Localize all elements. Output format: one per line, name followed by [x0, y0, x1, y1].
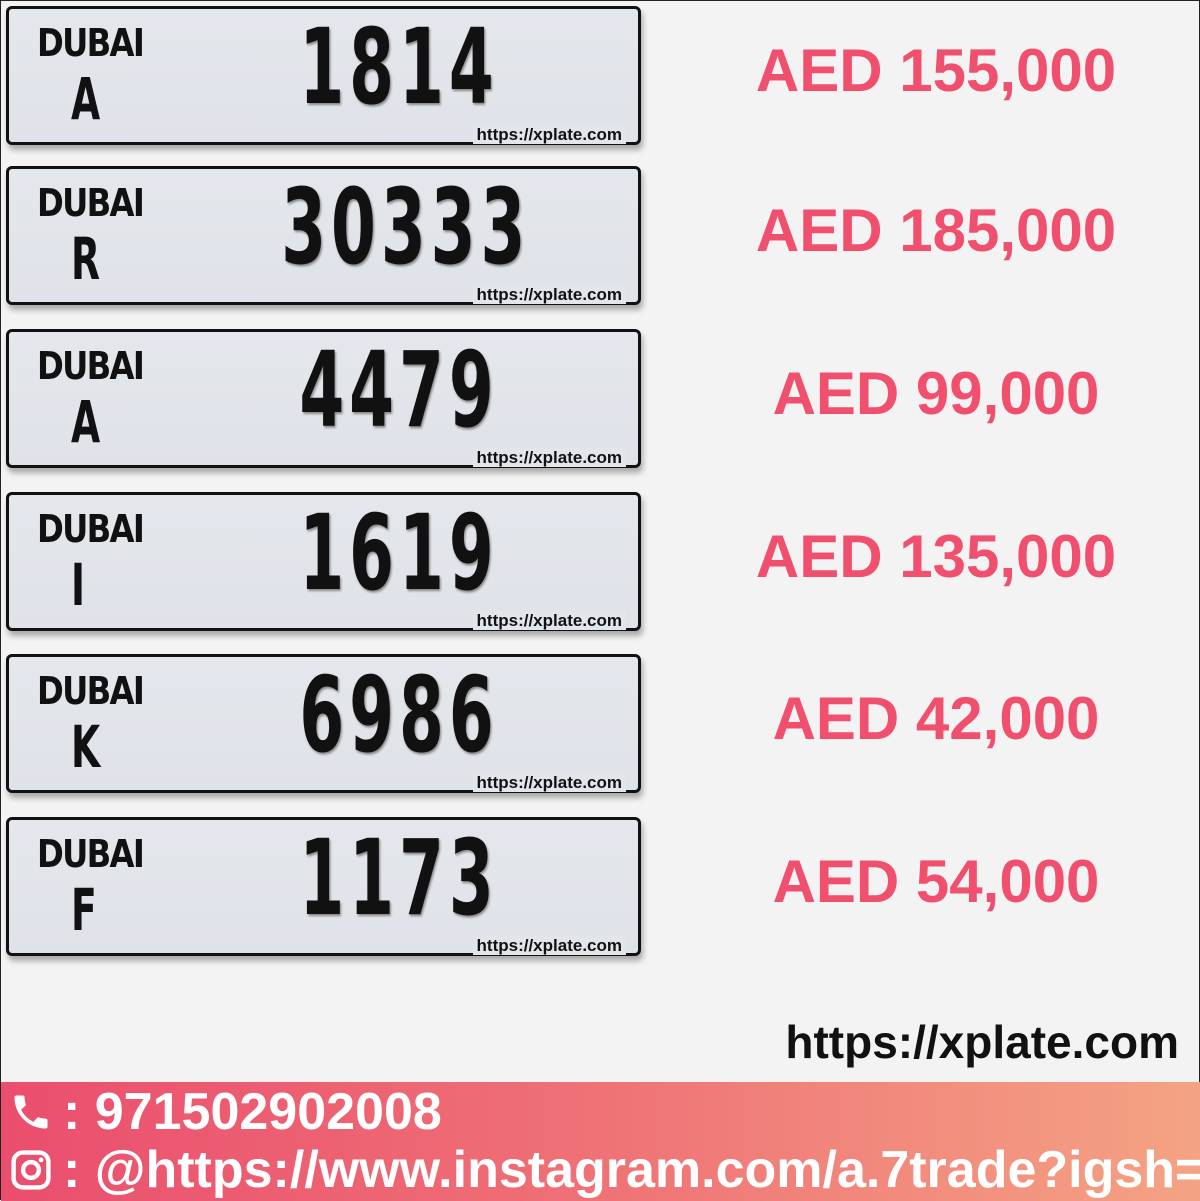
plate-listing: DUBAI A 1814 https://xplate.com AED 155,… — [6, 6, 1196, 145]
license-plate: DUBAI I 1619 https://xplate.com — [6, 492, 641, 631]
plate-watermark: https://xplate.com — [472, 773, 626, 792]
plate-watermark: https://xplate.com — [472, 936, 626, 955]
plate-listing: DUBAI R 30333 https://xplate.com AED 185… — [6, 166, 1196, 305]
plate-number: 30333 — [281, 166, 531, 288]
plate-listing: DUBAI F 1173 https://xplate.com AED 54,0… — [6, 817, 1196, 956]
plate-watermark: https://xplate.com — [472, 611, 626, 630]
license-plate: DUBAI R 30333 https://xplate.com — [6, 166, 641, 305]
plate-price: AED 99,000 — [772, 360, 1100, 427]
plate-number: 6986 — [299, 654, 499, 776]
plate-code: A — [71, 388, 101, 456]
watermark-overlay: https://xplate.com — [785, 1016, 1179, 1068]
plate-listing: DUBAI I 1619 https://xplate.com AED 135,… — [6, 492, 1196, 631]
plate-code: I — [71, 551, 86, 619]
plate-code: K — [71, 713, 101, 781]
plate-code: R — [71, 225, 101, 293]
phone-icon — [14, 1095, 48, 1129]
plate-watermark: https://xplate.com — [472, 285, 626, 304]
plate-number: 1173 — [299, 817, 499, 939]
plate-listing: DUBAI K 6986 https://xplate.com AED 42,0… — [6, 654, 1196, 793]
plate-emirate: DUBAI — [37, 669, 145, 713]
plate-number: 1814 — [299, 6, 499, 128]
phone-line: : 971502902008 — [9, 1084, 442, 1140]
plate-price: AED 135,000 — [755, 523, 1117, 590]
plate-emirate: DUBAI — [37, 507, 145, 551]
plate-code: F — [71, 876, 97, 944]
plate-emirate: DUBAI — [37, 181, 145, 225]
license-plate: DUBAI A 1814 https://xplate.com — [6, 6, 641, 145]
license-plate: DUBAI A 4479 https://xplate.com — [6, 329, 641, 468]
license-plate: DUBAI F 1173 https://xplate.com — [6, 817, 641, 956]
plate-number: 1619 — [299, 492, 499, 614]
instagram-link[interactable]: : @https://www.instagram.com/a.7trade?ig… — [63, 1141, 1200, 1199]
plate-watermark: https://xplate.com — [472, 125, 626, 144]
plate-number: 4479 — [299, 329, 499, 451]
instagram-icon — [11, 1150, 51, 1190]
plate-watermark: https://xplate.com — [472, 448, 626, 467]
plate-emirate: DUBAI — [37, 344, 145, 388]
instagram-line: : @https://www.instagram.com/a.7trade?ig… — [9, 1142, 1200, 1198]
plate-code: A — [71, 65, 101, 133]
plate-price: AED 42,000 — [772, 685, 1100, 752]
plate-price: AED 155,000 — [755, 37, 1117, 104]
plate-price: AED 54,000 — [772, 848, 1100, 915]
plate-emirate: DUBAI — [37, 832, 145, 876]
contact-footer: : 971502902008 : @https://www.instagram.… — [1, 1082, 1200, 1201]
plate-listing: DUBAI A 4479 https://xplate.com AED 99,0… — [6, 329, 1196, 468]
phone-number: : 971502902008 — [63, 1083, 442, 1141]
plate-emirate: DUBAI — [37, 21, 145, 65]
plate-price: AED 185,000 — [755, 197, 1117, 264]
license-plate: DUBAI K 6986 https://xplate.com — [6, 654, 641, 793]
